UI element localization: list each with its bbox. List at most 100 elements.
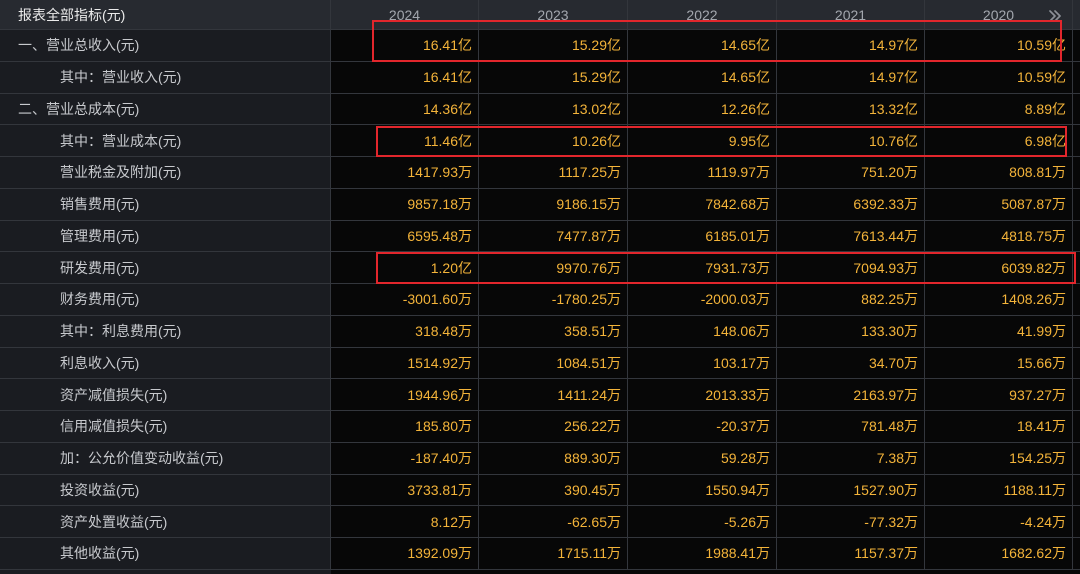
value-cell: -2000.03万	[628, 284, 777, 315]
value-cell: 14.97亿	[777, 30, 925, 61]
row-label: 其他收益(元)	[0, 538, 331, 569]
value-cell: 1417.93万	[331, 157, 479, 188]
value-cell: 9857.18万	[331, 188, 479, 220]
value-cell: 9186.15万	[479, 188, 628, 220]
value-cell: 1715.11万	[479, 538, 628, 569]
value-cell: 1550.94万	[628, 474, 777, 506]
row-label: 其中：营业收入(元)	[0, 61, 331, 93]
value-cell: 1188.11万	[925, 474, 1073, 506]
row-investment-income[interactable]: 投资收益(元) 3733.81万 390.45万 1550.94万 1527.9…	[0, 474, 1080, 507]
value-cell: 256.22万	[479, 411, 628, 442]
row-interest-expense[interactable]: 其中：利息费用(元) 318.48万 358.51万 148.06万 133.3…	[0, 315, 1080, 348]
value-cell: 7094.93万	[777, 252, 925, 283]
value-cell: 16.41亿	[331, 61, 479, 93]
row-label: 研发费用(元)	[0, 252, 331, 283]
year-column-header: 2024	[331, 0, 479, 29]
value-cell: 1682.62万	[925, 538, 1073, 569]
row-label: 其中：利息费用(元)	[0, 315, 331, 347]
year-column-header: 2020	[925, 0, 1073, 29]
value-cell: 7.38万	[777, 442, 925, 474]
value-cell: 8.89亿	[925, 93, 1073, 125]
row-asset-disposal-gain[interactable]: 资产处置收益(元) 8.12万 -62.65万 -5.26万 -77.32万 -…	[0, 506, 1080, 538]
row-operating-revenue[interactable]: 其中：营业收入(元) 16.41亿 15.29亿 14.65亿 14.97亿 1…	[0, 61, 1080, 94]
value-cell: 7613.44万	[777, 220, 925, 252]
value-cell: 4818.75万	[925, 220, 1073, 252]
row-asset-impairment-loss[interactable]: 资产减值损失(元) 1944.96万 1411.24万 2013.33万 216…	[0, 379, 1080, 411]
value-cell: 10.76亿	[777, 125, 925, 156]
row-interest-income[interactable]: 利息收入(元) 1514.92万 1084.51万 103.17万 34.70万…	[0, 347, 1080, 380]
value-cell: 1119.97万	[628, 157, 777, 188]
year-column-header-label: 2020	[982, 6, 1015, 23]
year-column-header: 2022	[628, 0, 777, 29]
value-cell: 1944.96万	[331, 379, 479, 410]
value-cell: 390.45万	[479, 474, 628, 506]
row-operating-cost[interactable]: 其中：营业成本(元) 11.46亿 10.26亿 9.95亿 10.76亿 6.…	[0, 125, 1080, 157]
value-cell: 154.25万	[925, 442, 1073, 474]
value-cell: 1084.51万	[479, 347, 628, 379]
row-total-operating-cost[interactable]: 二、营业总成本(元) 14.36亿 13.02亿 12.26亿 13.32亿 8…	[0, 93, 1080, 126]
value-cell: 1411.24万	[479, 379, 628, 410]
year-column-header: 2021	[777, 0, 925, 29]
value-cell: 13.02亿	[479, 93, 628, 125]
value-cell: 2013.33万	[628, 379, 777, 410]
row-label: 二、营业总成本(元)	[0, 93, 331, 125]
value-cell: 10.59亿	[925, 30, 1073, 61]
year-column-header: 2023	[479, 0, 628, 29]
value-cell: 14.65亿	[628, 61, 777, 93]
value-cell: 103.17万	[628, 347, 777, 379]
value-cell: -3001.60万	[331, 284, 479, 315]
value-cell: 2163.97万	[777, 379, 925, 410]
row-rd-expenses[interactable]: 研发费用(元) 1.20亿 9970.76万 7931.73万 7094.93万…	[0, 252, 1080, 284]
value-cell: 15.66万	[925, 347, 1073, 379]
value-cell: 1408.26万	[925, 284, 1073, 315]
value-cell: 5087.87万	[925, 188, 1073, 220]
row-label: 投资收益(元)	[0, 474, 331, 506]
value-cell: 15.29亿	[479, 61, 628, 93]
value-cell: 133.30万	[777, 315, 925, 347]
value-cell: 12.26亿	[628, 93, 777, 125]
value-cell: -4.24万	[925, 506, 1073, 537]
row-selling-expenses[interactable]: 销售费用(元) 9857.18万 9186.15万 7842.68万 6392.…	[0, 188, 1080, 221]
row-label: 财务费用(元)	[0, 284, 331, 315]
row-financial-expenses[interactable]: 财务费用(元) -3001.60万 -1780.25万 -2000.03万 88…	[0, 284, 1080, 316]
row-total-operating-revenue[interactable]: 一、营业总收入(元) 16.41亿 15.29亿 14.65亿 14.97亿 1…	[0, 30, 1080, 62]
value-cell: 14.36亿	[331, 93, 479, 125]
value-cell: 937.27万	[925, 379, 1073, 410]
table-header: 报表全部指标(元) 2024 2023 2022 2021 2020	[0, 0, 1080, 30]
value-cell: 808.81万	[925, 157, 1073, 188]
value-cell: 1157.37万	[777, 538, 925, 569]
value-cell: -187.40万	[331, 442, 479, 474]
value-cell: -77.32万	[777, 506, 925, 537]
value-cell: 14.97亿	[777, 61, 925, 93]
value-cell: 185.80万	[331, 411, 479, 442]
row-label: 管理费用(元)	[0, 220, 331, 252]
value-cell: 9970.76万	[479, 252, 628, 283]
value-cell: 41.99万	[925, 315, 1073, 347]
row-label: 信用减值损失(元)	[0, 411, 331, 442]
value-cell: 1.20亿	[331, 252, 479, 283]
row-admin-expenses[interactable]: 管理费用(元) 6595.48万 7477.87万 6185.01万 7613.…	[0, 220, 1080, 253]
row-other-income[interactable]: 其他收益(元) 1392.09万 1715.11万 1988.41万 1157.…	[0, 538, 1080, 570]
value-cell: 1117.25万	[479, 157, 628, 188]
row-fair-value-change-gain[interactable]: 加：公允价值变动收益(元) -187.40万 889.30万 59.28万 7.…	[0, 442, 1080, 475]
value-cell: 34.70万	[777, 347, 925, 379]
value-cell: 8.12万	[331, 506, 479, 537]
row-label: 资产减值损失(元)	[0, 379, 331, 410]
row-credit-impairment-loss[interactable]: 信用减值损失(元) 185.80万 256.22万 -20.37万 781.48…	[0, 411, 1080, 443]
row-taxes-and-surcharges[interactable]: 营业税金及附加(元) 1417.93万 1117.25万 1119.97万 75…	[0, 157, 1080, 189]
value-cell: 10.26亿	[479, 125, 628, 156]
row-label: 利息收入(元)	[0, 347, 331, 379]
value-cell: -1780.25万	[479, 284, 628, 315]
value-cell: -62.65万	[479, 506, 628, 537]
value-cell: 7477.87万	[479, 220, 628, 252]
value-cell: 6392.33万	[777, 188, 925, 220]
value-cell: 751.20万	[777, 157, 925, 188]
value-cell: 18.41万	[925, 411, 1073, 442]
report-indicators-title: 报表全部指标(元)	[0, 0, 331, 29]
value-cell: 1527.90万	[777, 474, 925, 506]
value-cell: 882.25万	[777, 284, 925, 315]
row-label: 加：公允价值变动收益(元)	[0, 442, 331, 474]
value-cell: 15.29亿	[479, 30, 628, 61]
double-chevron-right-icon[interactable]	[1048, 9, 1062, 22]
value-cell: 6039.82万	[925, 252, 1073, 283]
